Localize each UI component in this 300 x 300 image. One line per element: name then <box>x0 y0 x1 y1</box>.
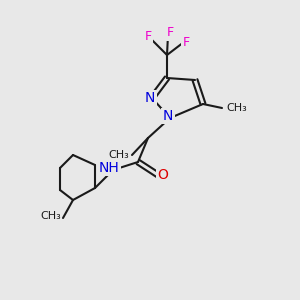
Text: O: O <box>158 168 168 182</box>
Text: CH₃: CH₃ <box>108 150 129 160</box>
Text: F: F <box>144 29 152 43</box>
Text: N: N <box>145 91 155 105</box>
Text: N: N <box>163 109 173 123</box>
Text: NH: NH <box>99 161 119 175</box>
Text: F: F <box>167 26 174 40</box>
Text: F: F <box>182 35 190 49</box>
Text: CH₃: CH₃ <box>40 211 61 221</box>
Text: CH₃: CH₃ <box>226 103 247 113</box>
